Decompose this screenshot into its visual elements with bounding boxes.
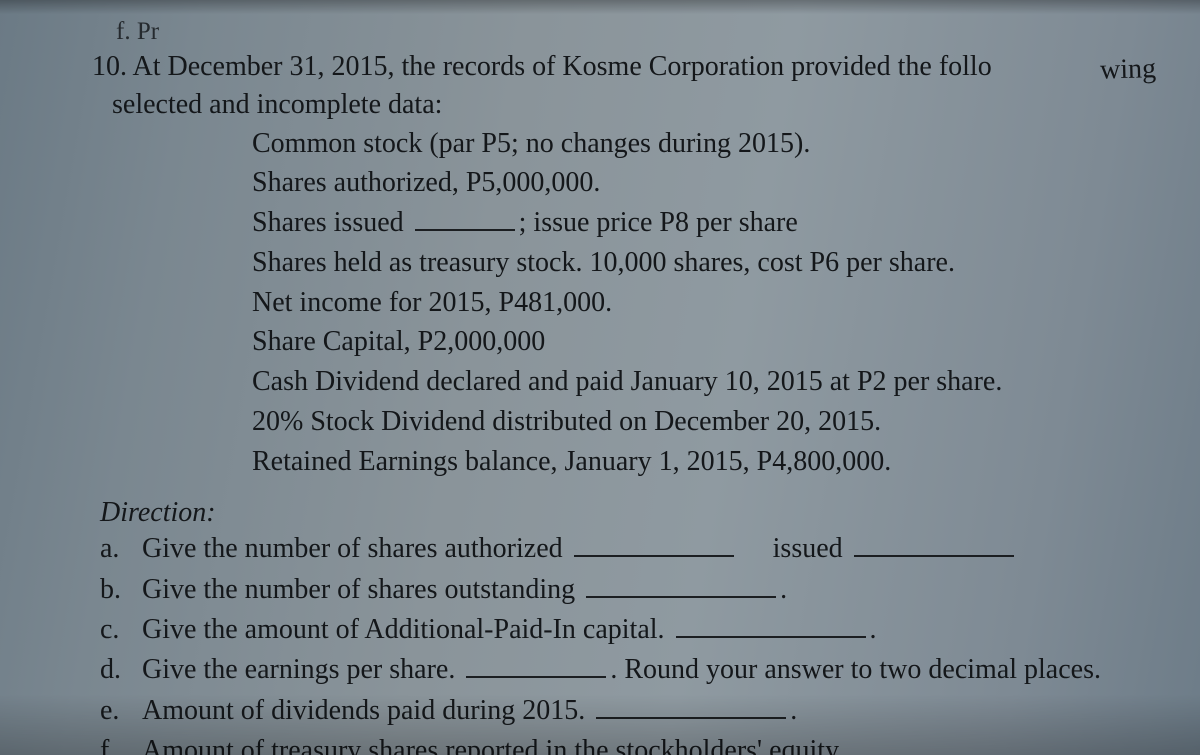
data-line-3b: ; issue price P8 per share	[519, 207, 798, 238]
data-line-8: 20% Stock Dividend distributed on Decemb…	[252, 402, 1160, 442]
letter-d: d.	[100, 650, 142, 690]
lead-line-a: At December 31, 2015, the records of Kos…	[132, 51, 842, 82]
data-line-3a: Shares issued	[252, 207, 411, 238]
qd-tail: . Round your answer to two decimal place…	[610, 654, 1101, 685]
data-line-3: Shares issued ; issue price P8 per share	[252, 203, 1160, 243]
letter-a: a.	[100, 529, 142, 569]
question-b: b. Give the number of shares outstanding…	[100, 570, 1160, 610]
blank-dividends	[596, 693, 786, 719]
problem-number: 10.	[92, 51, 127, 82]
blank-eps	[466, 652, 606, 678]
lead-line-b: selected and incomplete data:	[92, 86, 1160, 124]
question-a: a. Give the number of shares authorized …	[100, 529, 1160, 569]
lead-tail-a: ided the follo	[842, 51, 991, 82]
question-c: c. Give the amount of Additional-Paid-In…	[100, 610, 1160, 650]
blank-shares-issued	[415, 205, 515, 231]
data-line-5: Net income for 2015, P481,000.	[252, 283, 1160, 323]
lead-tail-b: wing	[1100, 50, 1161, 89]
blank-issued	[854, 532, 1014, 558]
prev-fragment: f. Pr	[92, 18, 1160, 46]
qd-text: Give the earnings per share.	[142, 654, 462, 685]
questions-list: a. Give the number of shares authorized …	[92, 529, 1160, 755]
given-data: Common stock (par P5; no changes during …	[92, 124, 1160, 482]
data-line-4: Shares held as treasury stock. 10,000 sh…	[252, 243, 1160, 283]
blank-authorized	[574, 532, 734, 558]
letter-c: c.	[100, 610, 142, 650]
data-line-2: Shares authorized, P5,000,000.	[252, 163, 1160, 203]
letter-f: f.	[100, 731, 142, 755]
direction-label: Direction:	[92, 497, 1160, 529]
data-line-6: Share Capital, P2,000,000	[252, 322, 1160, 362]
letter-b: b.	[100, 570, 142, 610]
data-line-1: Common stock (par P5; no changes during …	[252, 124, 1160, 164]
textbook-page: f. Pr wing 10. At December 31, 2015, the…	[0, 0, 1200, 755]
qe-text: Amount of dividends paid during 2015.	[142, 695, 592, 726]
blank-outstanding	[586, 572, 776, 598]
blank-treasury	[855, 733, 975, 755]
data-line-9: Retained Earnings balance, January 1, 20…	[252, 442, 1160, 482]
qa-text: Give the number of shares authorized	[142, 533, 570, 564]
qf-text: Amount of treasury shares reported in th…	[142, 735, 851, 755]
problem-10: wing 10. At December 31, 2015, the recor…	[92, 48, 1160, 124]
qc-text: Give the amount of Additional-Paid-In ca…	[142, 614, 672, 645]
question-e: e. Amount of dividends paid during 2015.…	[100, 691, 1160, 731]
letter-e: e.	[100, 691, 142, 731]
blank-apic	[676, 612, 866, 638]
qa-mid: issued	[766, 533, 850, 564]
question-f: f. Amount of treasury shares reported in…	[100, 731, 1160, 755]
question-d: d. Give the earnings per share. . Round …	[100, 650, 1160, 690]
qb-text: Give the number of shares outstanding	[142, 574, 582, 605]
data-line-7: Cash Dividend declared and paid January …	[252, 362, 1160, 402]
